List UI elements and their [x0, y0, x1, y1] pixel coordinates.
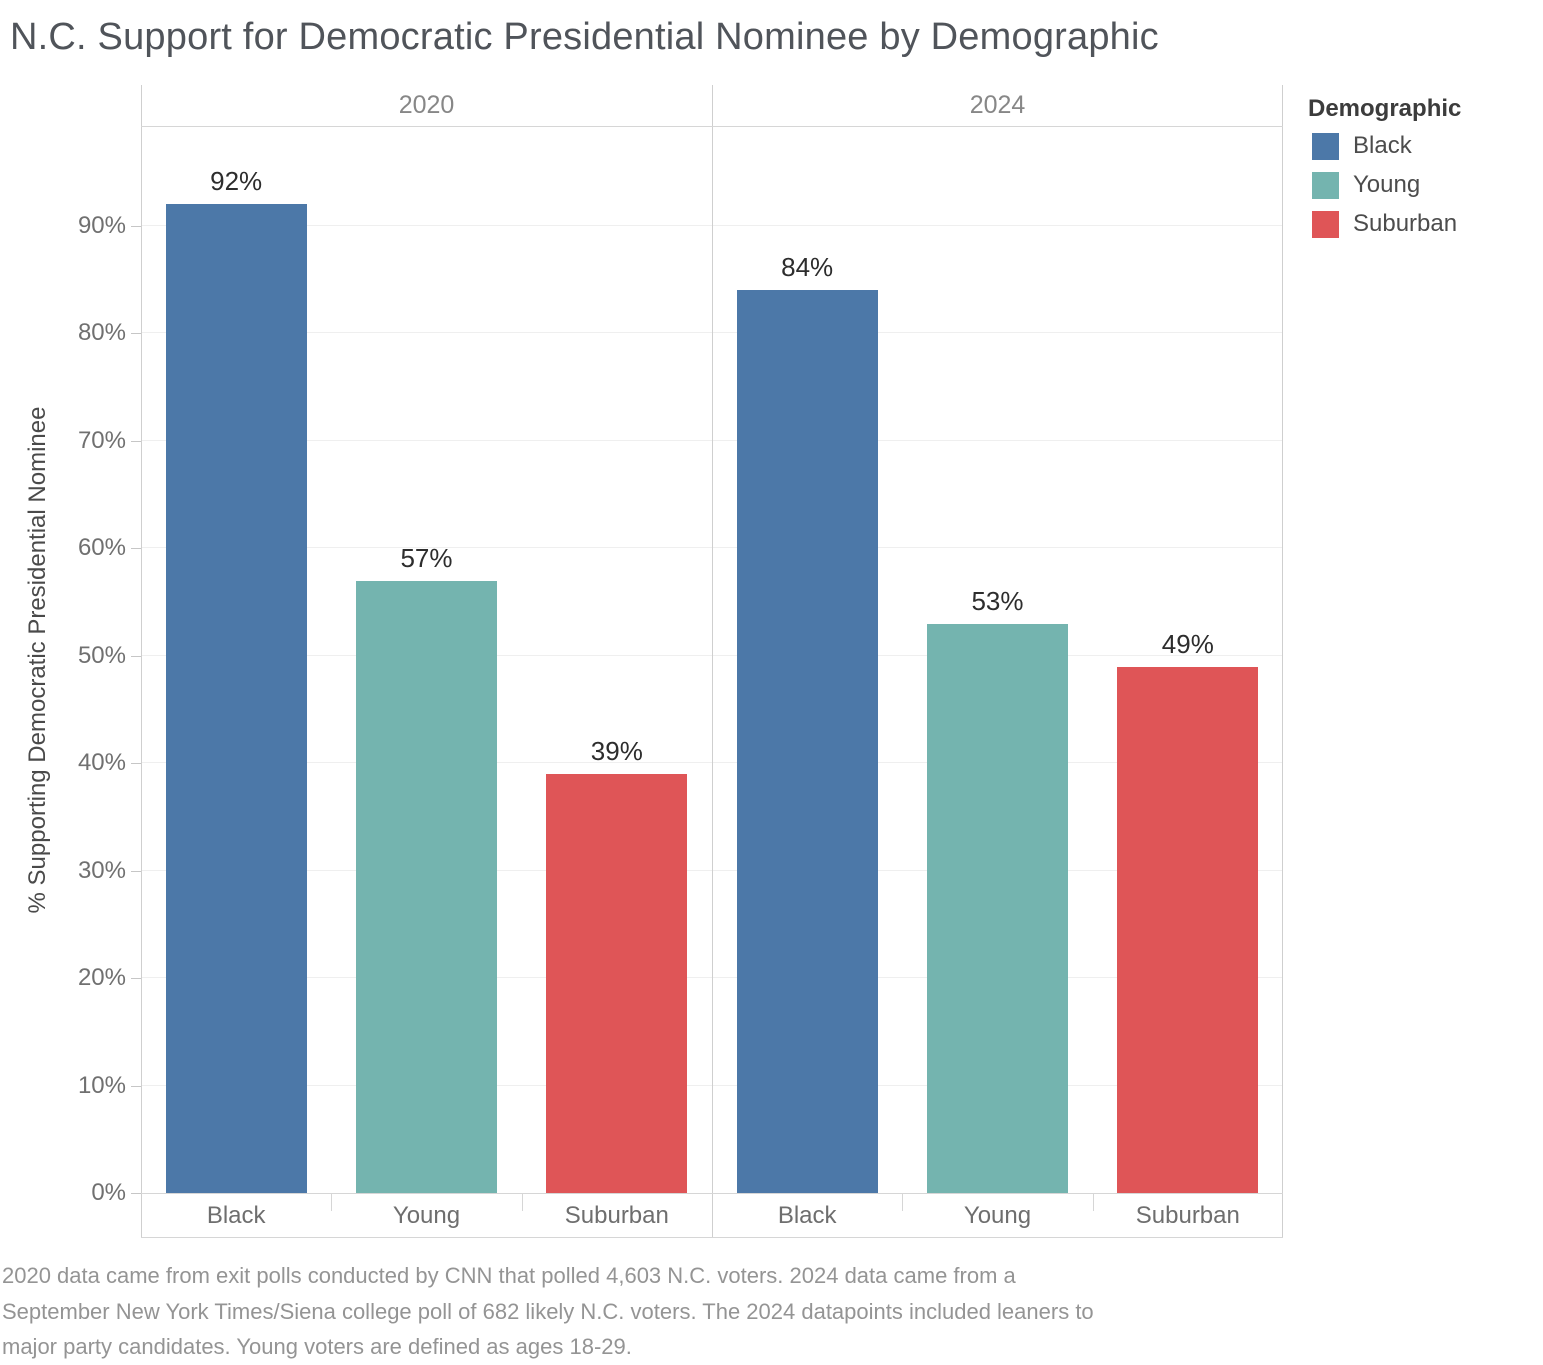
bar-value-label: 57%: [400, 542, 453, 573]
panel-header-2020: 2020: [398, 91, 455, 119]
bars-area: 92% 57% 39% 84% 53% 49%: [141, 126, 1283, 1193]
y-tick-label-0: 0%: [91, 1179, 126, 1206]
bar-2020-Young[interactable]: 57%: [356, 543, 497, 1193]
legend: Demographic Black Young Suburban: [1308, 95, 1461, 249]
y-tick-mark: [131, 1193, 141, 1194]
plot-area: 2020 2024 92% 57% 39% 84% 53% 49% Black Young Su…: [141, 85, 1283, 1238]
y-tick-mark: [131, 1085, 141, 1087]
y-tick-mark: [131, 333, 141, 335]
legend-swatch-Black: [1312, 132, 1339, 160]
x-category-label-Black: Black: [206, 1201, 266, 1229]
bar-value-label: 84%: [781, 252, 834, 283]
legend-title: Demographic: [1308, 95, 1462, 122]
footnote: 2020 data came from exit polls conducted…: [2, 1258, 1402, 1365]
legend-swatch-Young: [1312, 171, 1339, 199]
bar-slot-2024-Suburban: 49%: [1093, 126, 1283, 1193]
xlabel-panel-2024: Black Young Suburban: [712, 1193, 1283, 1238]
y-tick-mark: [131, 978, 141, 980]
category-tick: [521, 1193, 523, 1211]
legend-item-Young[interactable]: Young: [1308, 171, 1461, 199]
y-tick-label-90: 90%: [77, 211, 126, 239]
legend-items: Black Young Suburban: [1308, 132, 1461, 238]
y-tick-label-20: 20%: [77, 964, 126, 992]
y-tick-label-60: 60%: [77, 534, 126, 562]
bar-slot-2024-Black: 84%: [712, 126, 902, 1193]
y-tick-mark: [131, 440, 141, 442]
x-category-label-Suburban: Suburban: [1135, 1201, 1240, 1229]
legend-label-Young: Young: [1353, 171, 1421, 198]
bar-2024-Black[interactable]: 84%: [736, 252, 878, 1193]
legend-swatch-Suburban: [1312, 210, 1339, 238]
y-tick-mark: [131, 763, 141, 765]
bar-slot-2020-Suburban: 39%: [522, 126, 712, 1193]
category-tick: [331, 1193, 333, 1211]
category-tick: [902, 1193, 904, 1211]
x-category-label-Young: Young: [963, 1201, 1032, 1229]
y-tick-mark: [131, 225, 141, 227]
panel-divider: [712, 85, 713, 1238]
panel-header-band: 2020 2024: [141, 85, 1283, 126]
bar-2024-Suburban[interactable]: 49%: [1117, 629, 1259, 1193]
x-category-label-Young: Young: [392, 1201, 461, 1229]
bar-value-label: 39%: [590, 735, 643, 766]
panel-bars-2024: 84% 53% 49%: [712, 126, 1283, 1193]
y-tick-label-80: 80%: [77, 319, 126, 347]
footnote-line: September New York Times/Siena college p…: [2, 1298, 1094, 1324]
bar-2024-Young[interactable]: 53%: [927, 586, 1068, 1193]
bar-value-label: 49%: [1161, 628, 1214, 659]
chart-title: N.C. Support for Democratic Presidential…: [10, 16, 1159, 58]
legend-item-Suburban[interactable]: Suburban: [1308, 210, 1461, 238]
bar-value-label: 92%: [210, 166, 263, 197]
category-tick: [1092, 1193, 1094, 1211]
legend-label-Suburban: Suburban: [1353, 210, 1458, 237]
axis-baseline: [141, 1193, 1283, 1194]
x-axis-label-band: Black Young Suburban Black Young Suburban: [141, 1193, 1283, 1238]
x-category-label-Suburban: Suburban: [564, 1201, 669, 1229]
legend-item-Black[interactable]: Black: [1308, 132, 1461, 160]
plot-border-right: [1282, 85, 1283, 1238]
footnote-line: major party candidates. Young voters are…: [2, 1334, 632, 1359]
y-tick-mark: [131, 870, 141, 872]
footnote-line: 2020 data came from exit polls conducted…: [2, 1263, 1016, 1288]
y-tick-label-50: 50%: [77, 641, 126, 669]
y-tick-label-70: 70%: [77, 426, 126, 454]
panel-header-2024: 2024: [969, 91, 1026, 119]
plot-border-bottom: [141, 1237, 1283, 1238]
bar-2020-Suburban[interactable]: 39%: [546, 736, 688, 1193]
y-tick-mark: [131, 655, 141, 657]
plot-border-left: [141, 85, 142, 1238]
y-tick-label-10: 10%: [77, 1071, 126, 1099]
xlabel-panel-2020: Black Young Suburban: [141, 1193, 712, 1238]
y-tick-label-30: 30%: [77, 856, 126, 884]
bar-slot-2024-Young: 53%: [902, 126, 1092, 1193]
header-bottom-rule: [141, 126, 1283, 127]
legend-label-Black: Black: [1353, 132, 1412, 159]
bar-slot-2020-Black: 92%: [141, 126, 331, 1193]
y-tick-mark: [131, 548, 141, 550]
bar-slot-2020-Young: 57%: [331, 126, 521, 1193]
y-tick-label-40: 40%: [77, 749, 126, 777]
bar-2020-Black[interactable]: 92%: [165, 166, 307, 1193]
panel-bars-2020: 92% 57% 39%: [141, 126, 712, 1193]
bar-value-label: 53%: [971, 585, 1024, 616]
x-category-label-Black: Black: [777, 1201, 837, 1229]
